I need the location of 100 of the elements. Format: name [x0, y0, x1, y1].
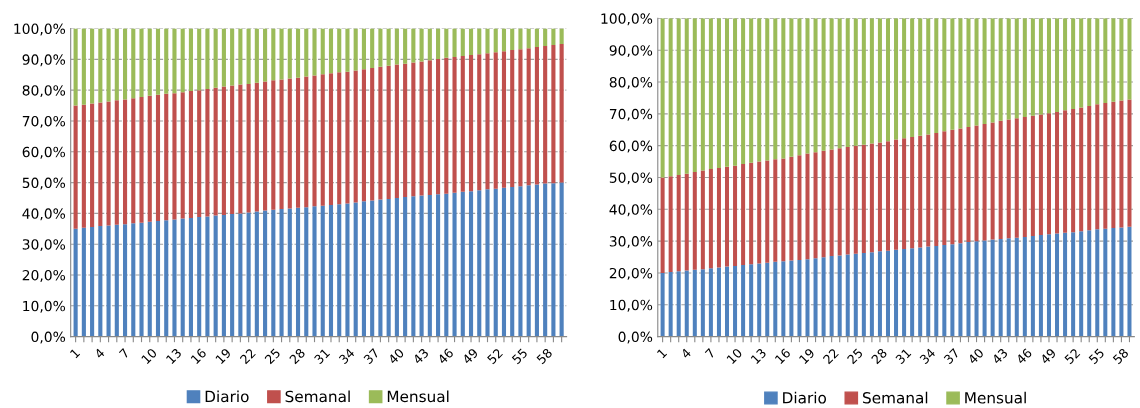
y-tick-label: 40,0%	[22, 208, 66, 221]
x-tick-label: 4	[93, 347, 106, 359]
bar	[910, 18, 915, 138]
legend-label: Diario	[783, 391, 827, 404]
bar	[543, 46, 548, 184]
bar	[468, 55, 474, 192]
y-tick-label: 60,0%	[22, 146, 66, 159]
bar	[902, 18, 907, 139]
x-tick-label: 1	[656, 348, 668, 359]
x-tick-label: 55	[511, 348, 528, 365]
bar	[781, 261, 786, 337]
bar	[1111, 101, 1116, 229]
bar	[1103, 228, 1108, 337]
bar	[477, 190, 482, 337]
bar	[894, 18, 899, 140]
bar	[853, 18, 858, 146]
legend-label: Mensual	[965, 391, 1026, 404]
bar	[692, 18, 697, 173]
bar	[837, 148, 842, 256]
bar	[559, 43, 564, 183]
bar	[885, 250, 890, 337]
bar	[328, 205, 334, 337]
bar	[990, 122, 995, 240]
bar	[98, 226, 103, 337]
bar	[114, 100, 119, 225]
bar	[1071, 232, 1076, 337]
bar	[155, 28, 161, 95]
bar	[518, 186, 523, 337]
bar	[733, 265, 738, 337]
bar	[510, 28, 515, 51]
bar	[139, 96, 144, 223]
bar	[534, 47, 539, 185]
bar	[1103, 18, 1108, 104]
bar	[1079, 107, 1084, 232]
legend-label: Semanal	[863, 391, 928, 404]
bar	[147, 221, 152, 337]
bar	[813, 18, 818, 153]
bar	[861, 252, 866, 337]
bar	[1038, 18, 1043, 115]
bar	[551, 44, 556, 184]
bar	[990, 18, 995, 123]
bar	[692, 172, 697, 270]
bar	[708, 18, 713, 169]
bar	[813, 258, 818, 337]
x-tick-label: 31	[895, 347, 912, 365]
bar	[877, 142, 882, 252]
bar	[885, 141, 890, 251]
bar	[1111, 18, 1116, 102]
bar	[700, 18, 705, 171]
bar	[1119, 18, 1124, 101]
bar	[716, 167, 721, 268]
y-tick-label: 30,0%	[22, 239, 66, 252]
bar	[1127, 99, 1132, 227]
bar	[1038, 114, 1043, 236]
bar	[131, 28, 136, 99]
x-tick-label: 13	[165, 347, 182, 365]
bar	[485, 53, 490, 190]
x-tick-label: 7	[704, 348, 716, 359]
bar	[534, 28, 539, 48]
bar	[829, 149, 834, 257]
bar	[724, 166, 730, 267]
bar	[861, 144, 866, 253]
bar	[684, 18, 689, 174]
bar	[543, 28, 548, 47]
bar	[668, 18, 673, 177]
bar	[1071, 18, 1076, 110]
bar	[757, 18, 762, 162]
bar	[1055, 111, 1060, 234]
bar	[114, 28, 119, 101]
bar	[958, 128, 963, 244]
bar	[81, 28, 86, 105]
bar	[436, 194, 441, 337]
bar	[526, 28, 531, 49]
bar	[419, 28, 424, 62]
bar	[213, 215, 218, 337]
bar	[419, 61, 424, 196]
bar	[684, 173, 689, 271]
bar	[845, 146, 850, 255]
bar	[81, 104, 86, 228]
x-tick-label: 46	[437, 347, 454, 365]
bar	[708, 168, 713, 269]
y-tick-label: 100,0%	[14, 23, 66, 36]
bar	[813, 152, 818, 259]
bar	[982, 18, 987, 125]
bar	[271, 28, 276, 81]
bar	[765, 160, 770, 263]
bar	[1127, 18, 1132, 100]
bar	[741, 164, 746, 265]
legend-label: Diario	[205, 390, 249, 403]
bar	[902, 138, 907, 250]
bar	[1046, 234, 1051, 337]
bar	[1022, 117, 1027, 237]
bar	[749, 264, 754, 337]
bar	[551, 183, 556, 337]
x-tick-label: 37	[943, 347, 960, 365]
x-tick-label: 16	[190, 347, 207, 365]
bar	[934, 132, 939, 246]
bar	[934, 245, 939, 337]
bar	[106, 101, 111, 226]
bar	[172, 219, 177, 337]
